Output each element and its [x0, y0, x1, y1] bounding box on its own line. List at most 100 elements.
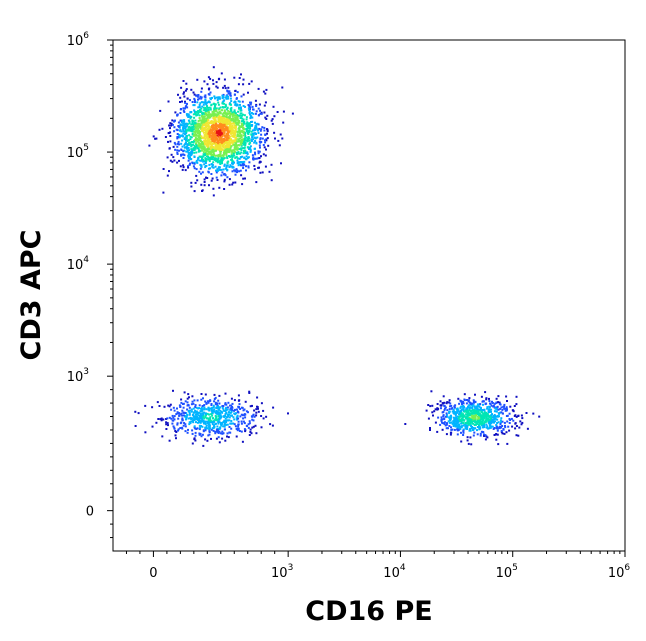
- event-point: [240, 420, 243, 423]
- event-point: [215, 136, 218, 138]
- event-point: [187, 404, 190, 407]
- event-point: [450, 414, 452, 417]
- event-point: [225, 134, 228, 137]
- event-point: [204, 438, 207, 441]
- event-point: [224, 417, 227, 420]
- event-point: [232, 181, 235, 184]
- event-point: [221, 143, 224, 146]
- event-point: [450, 421, 453, 424]
- event-point: [223, 111, 226, 114]
- event-point: [237, 83, 240, 86]
- event-point: [232, 113, 235, 116]
- event-point: [207, 141, 210, 144]
- event-point: [462, 429, 465, 432]
- event-point: [236, 115, 239, 118]
- event-point: [257, 150, 260, 153]
- event-point: [466, 421, 469, 424]
- event-point: [448, 421, 451, 424]
- event-point: [244, 139, 247, 142]
- event-point: [495, 410, 498, 413]
- event-point: [243, 133, 246, 136]
- event-point: [190, 150, 193, 153]
- event-point: [248, 392, 251, 394]
- event-point: [209, 416, 212, 419]
- event-point: [202, 160, 205, 163]
- event-point: [191, 133, 194, 136]
- event-point: [217, 133, 220, 136]
- event-point: [436, 430, 439, 433]
- event-point: [485, 423, 488, 426]
- event-point: [167, 100, 170, 103]
- event-point: [221, 407, 224, 409]
- event-point: [218, 394, 221, 397]
- event-point: [214, 430, 217, 433]
- event-point: [225, 97, 228, 100]
- event-point: [221, 411, 224, 414]
- event-point: [165, 428, 168, 430]
- event-point: [508, 429, 511, 432]
- event-point: [151, 425, 154, 428]
- event-point: [269, 423, 272, 426]
- event-point: [240, 161, 243, 164]
- event-point: [173, 409, 176, 412]
- event-point: [212, 124, 215, 127]
- event-point: [190, 130, 193, 133]
- event-point: [448, 410, 451, 413]
- event-point: [252, 419, 255, 422]
- event-point: [198, 117, 201, 120]
- event-point: [468, 397, 471, 400]
- event-point: [182, 402, 185, 405]
- event-point: [219, 414, 222, 417]
- event-point: [248, 148, 250, 150]
- event-point: [200, 165, 203, 168]
- event-point: [223, 78, 226, 81]
- event-point: [202, 414, 205, 417]
- event-point: [175, 437, 177, 440]
- event-point: [210, 157, 213, 160]
- event-point: [504, 424, 506, 427]
- event-point: [235, 151, 238, 154]
- event-point: [178, 133, 181, 136]
- event-point: [214, 159, 217, 161]
- event-point: [255, 411, 258, 414]
- event-point: [214, 157, 217, 160]
- event-point: [480, 410, 483, 413]
- event-point: [202, 151, 205, 154]
- event-point: [233, 154, 236, 157]
- event-point: [215, 120, 218, 123]
- event-point: [215, 107, 218, 110]
- event-point: [245, 122, 248, 125]
- event-point: [198, 421, 201, 424]
- event-point: [497, 395, 500, 398]
- event-point: [453, 412, 456, 415]
- event-point: [465, 402, 468, 405]
- event-point: [206, 106, 209, 109]
- event-point: [196, 101, 199, 104]
- event-point: [200, 435, 203, 438]
- event-point: [237, 425, 240, 428]
- event-point: [496, 433, 499, 436]
- event-point: [227, 148, 230, 151]
- event-point: [199, 410, 202, 413]
- event-point: [216, 99, 219, 102]
- event-point: [188, 126, 191, 129]
- event-point: [538, 415, 541, 418]
- event-point: [265, 415, 268, 418]
- event-point: [225, 149, 228, 152]
- event-point: [209, 98, 212, 101]
- event-point: [468, 409, 471, 412]
- event-point: [231, 117, 234, 120]
- event-point: [185, 146, 188, 148]
- event-point: [238, 406, 240, 409]
- event-point: [262, 90, 265, 93]
- event-point: [168, 132, 171, 134]
- event-point: [215, 96, 218, 99]
- event-point: [260, 415, 263, 417]
- event-point: [205, 155, 208, 158]
- event-point: [261, 126, 264, 129]
- event-point: [211, 113, 214, 116]
- event-point: [243, 114, 246, 117]
- event-point: [497, 401, 500, 404]
- event-point: [220, 138, 223, 141]
- event-point: [211, 127, 214, 130]
